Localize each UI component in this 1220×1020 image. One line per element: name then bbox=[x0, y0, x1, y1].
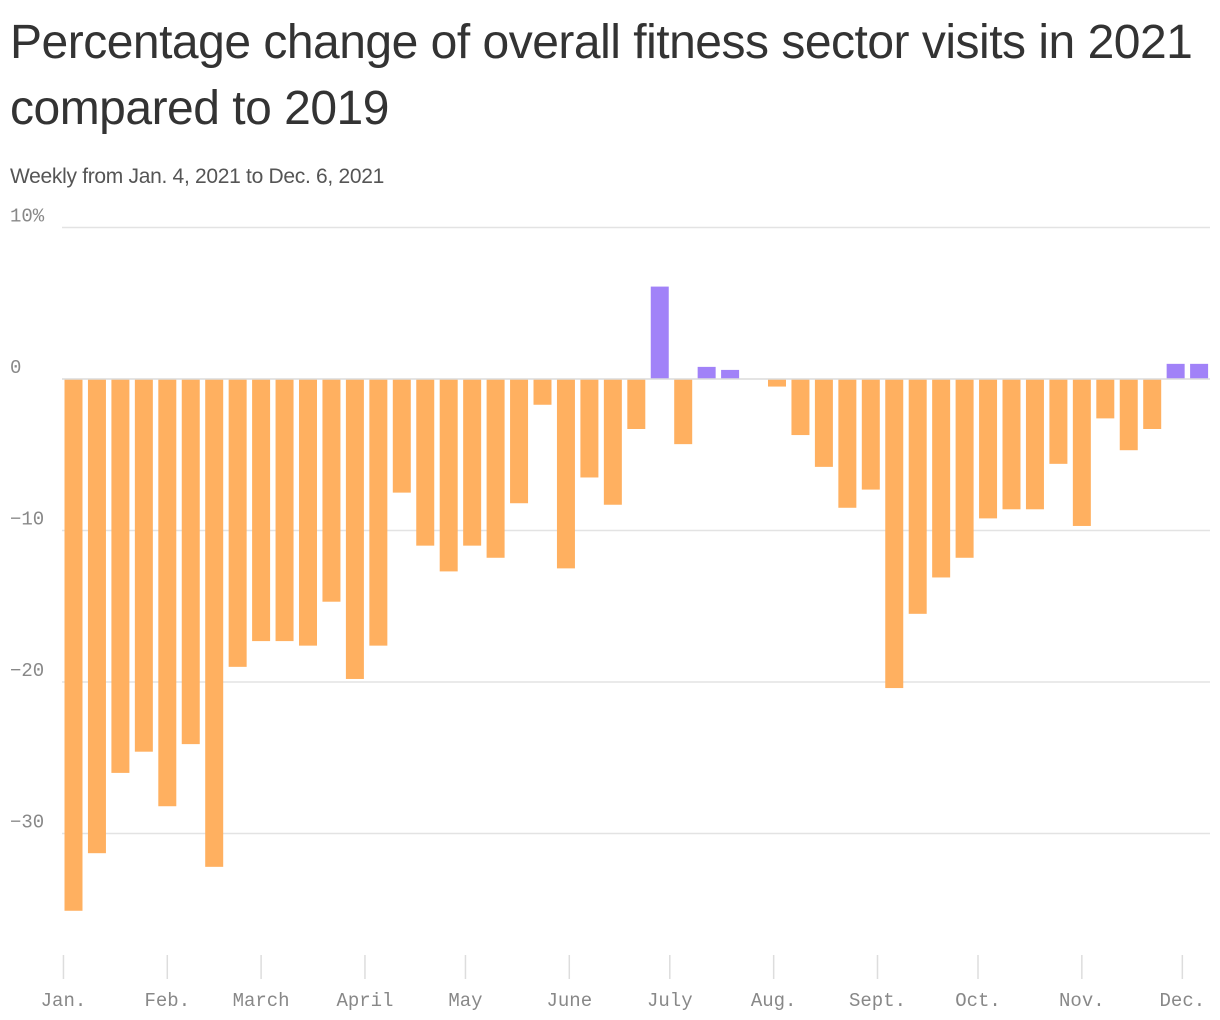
bar bbox=[252, 379, 271, 642]
bar bbox=[64, 379, 83, 911]
bar bbox=[1190, 363, 1209, 379]
bar bbox=[345, 379, 364, 679]
x-tick-label: May bbox=[448, 990, 482, 1012]
x-tick-label: Aug. bbox=[751, 990, 797, 1012]
bar bbox=[1025, 379, 1044, 510]
bar bbox=[1002, 379, 1021, 510]
bar bbox=[697, 366, 716, 379]
bar bbox=[1166, 363, 1185, 379]
bar bbox=[885, 379, 904, 689]
bar bbox=[814, 379, 833, 467]
bar bbox=[486, 379, 505, 558]
bar bbox=[463, 379, 482, 546]
x-tick-label: Oct. bbox=[955, 990, 1001, 1012]
bar bbox=[650, 286, 669, 379]
y-tick-label: 10% bbox=[10, 206, 45, 228]
bar bbox=[228, 379, 247, 667]
bar bbox=[627, 379, 646, 429]
bar bbox=[158, 379, 177, 807]
bar bbox=[369, 379, 388, 646]
bar bbox=[533, 379, 552, 405]
x-tick-label: Feb. bbox=[144, 990, 190, 1012]
bar bbox=[838, 379, 857, 508]
bar bbox=[1096, 379, 1115, 419]
y-tick-label: 0 bbox=[10, 357, 21, 379]
bars bbox=[64, 286, 1209, 911]
bar bbox=[1143, 379, 1162, 429]
bar bbox=[134, 379, 153, 752]
bar bbox=[791, 379, 810, 436]
bar bbox=[181, 379, 200, 745]
y-tick-label: −20 bbox=[10, 660, 44, 682]
bar bbox=[439, 379, 458, 572]
bar bbox=[955, 379, 974, 558]
bar bbox=[556, 379, 575, 569]
chart-subtitle: Weekly from Jan. 4, 2021 to Dec. 6, 2021 bbox=[10, 165, 384, 188]
bar bbox=[580, 379, 599, 478]
bar bbox=[861, 379, 880, 490]
bar bbox=[87, 379, 106, 854]
bar bbox=[275, 379, 294, 642]
x-tick-label: Jan. bbox=[41, 990, 87, 1012]
x-tick-label: April bbox=[336, 990, 393, 1012]
x-tick-label: Sept. bbox=[849, 990, 906, 1012]
bar bbox=[674, 379, 693, 445]
x-axis: Jan. Feb. March April May June July Aug. Sept. Oc… bbox=[41, 955, 1206, 1012]
x-tick-label: Nov. bbox=[1059, 990, 1105, 1012]
y-tick-label: −10 bbox=[10, 509, 44, 531]
bar bbox=[392, 379, 411, 493]
bar bbox=[768, 379, 786, 387]
y-tick-label: −30 bbox=[10, 812, 44, 834]
bar bbox=[1049, 379, 1068, 464]
bar bbox=[322, 379, 341, 602]
bar bbox=[908, 379, 927, 614]
bar bbox=[111, 379, 130, 773]
bar bbox=[603, 379, 622, 505]
bar bbox=[1072, 379, 1091, 526]
x-tick-label: June bbox=[546, 990, 592, 1012]
y-axis-labels: 10% 0 −10 −20 −30 bbox=[10, 206, 45, 834]
bar bbox=[510, 379, 529, 504]
bar bbox=[1119, 379, 1138, 451]
bar bbox=[416, 379, 435, 546]
bar bbox=[205, 379, 224, 867]
bar bbox=[932, 379, 951, 578]
chart-title: Percentage change of overall fitness sec… bbox=[10, 16, 1193, 135]
bar bbox=[721, 369, 740, 379]
x-tick-label: Dec. bbox=[1160, 990, 1206, 1012]
x-tick-label: July bbox=[647, 990, 693, 1012]
bar bbox=[979, 379, 998, 519]
bar bbox=[299, 379, 317, 646]
x-tick-label: March bbox=[233, 990, 290, 1012]
